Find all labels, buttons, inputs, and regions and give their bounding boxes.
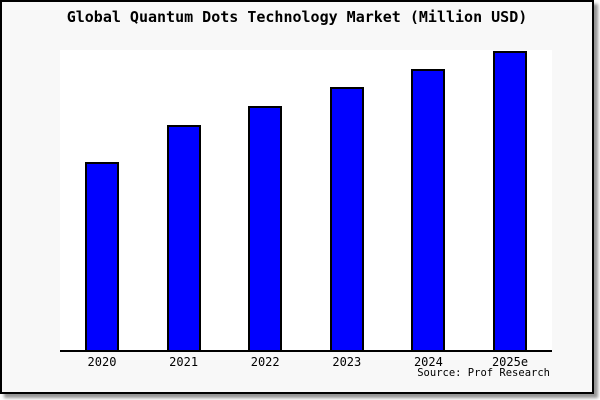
bar-2023 — [329, 87, 364, 350]
chart-title: Global Quantum Dots Technology Market (M… — [66, 8, 528, 26]
x-tick-label: 2025e — [491, 355, 529, 369]
x-axis: 2020 2021 2022 2023 2024 2025e — [60, 355, 552, 371]
x-tick-label: 2021 — [169, 355, 199, 369]
bar-2022 — [248, 106, 283, 350]
chart-card: Global Quantum Dots Technology Market (M… — [0, 0, 594, 394]
x-tick-label: 2024 — [413, 355, 443, 369]
bar-2024 — [411, 69, 446, 350]
plot-area — [60, 50, 552, 352]
x-tick-label: 2022 — [250, 355, 280, 369]
bar-2021 — [166, 125, 201, 350]
x-tick-label: 2023 — [332, 355, 362, 369]
source-credit: Source: Prof Research — [417, 367, 550, 379]
bar-2020 — [85, 162, 119, 350]
x-tick-label: 2020 — [87, 355, 117, 369]
bar-2025e — [493, 51, 527, 350]
